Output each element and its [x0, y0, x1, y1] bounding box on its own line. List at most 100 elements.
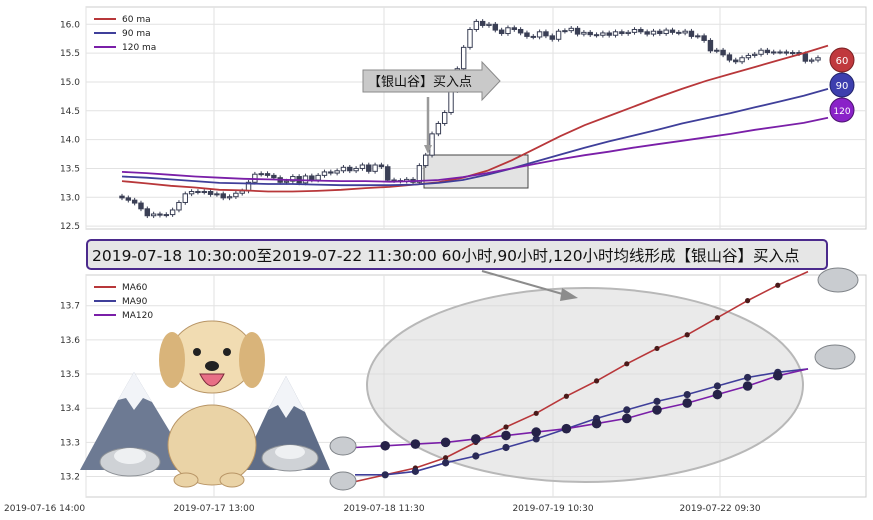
candle	[378, 162, 385, 170]
candle-body	[309, 175, 315, 181]
ma120-point	[712, 389, 723, 400]
bottom-y-tick-label: 13.4	[60, 404, 80, 414]
top-y-axis: 12.5 13.0 13.5 14.0 14.5 15.0 15.5 16.0	[60, 20, 80, 232]
ma120-point	[591, 418, 602, 429]
candle-body	[226, 196, 233, 199]
candle	[701, 33, 707, 43]
candle	[536, 29, 543, 40]
candle-body	[467, 28, 473, 48]
candle-body	[574, 27, 581, 35]
mountain-right-snow	[268, 376, 305, 418]
candle-body	[340, 166, 347, 172]
top-y-tick-label: 15.0	[60, 78, 80, 88]
candle	[385, 164, 391, 183]
candle-body	[606, 32, 612, 36]
candle	[505, 25, 511, 36]
candle	[188, 189, 195, 197]
candle	[233, 190, 239, 200]
top-y-tick-label: 16.0	[60, 20, 80, 30]
ma60-point	[654, 345, 660, 352]
candle	[435, 121, 442, 137]
candle	[163, 212, 170, 218]
bottom-ma-lines	[354, 270, 809, 483]
candle	[328, 169, 334, 176]
candle	[549, 33, 555, 42]
ma90-line	[355, 368, 809, 476]
candle-body	[657, 30, 663, 35]
ma90-point	[713, 382, 722, 390]
top-y-tick-label: 14.5	[60, 107, 80, 117]
ma90-point	[653, 397, 661, 405]
candle	[695, 33, 701, 39]
badge-90-label: 90	[836, 81, 849, 92]
candle-body	[562, 30, 568, 33]
candle-body	[536, 31, 543, 38]
candle-body	[543, 31, 549, 37]
top-y-tick-label: 12.5	[60, 222, 80, 232]
candle	[688, 28, 695, 39]
bottom-y-tick-label: 13.6	[60, 336, 80, 346]
legend-label-60: 60 ma	[122, 15, 151, 25]
ma120-line	[121, 116, 829, 183]
ma120-point	[561, 423, 572, 434]
candle-body	[473, 20, 480, 30]
badge-60-label: 60	[836, 56, 849, 67]
ingot-end-top	[817, 267, 859, 293]
candle-body	[492, 23, 499, 31]
candle-body	[631, 28, 638, 33]
candle-body	[441, 112, 448, 124]
decoration-illustration	[80, 267, 859, 491]
top-y-tick-label: 15.5	[60, 49, 80, 59]
candle-body	[524, 32, 530, 37]
top-plot-area	[85, 6, 867, 230]
candle-body	[581, 31, 587, 35]
candle	[770, 49, 777, 55]
ma120-point	[501, 430, 511, 441]
mountain-right	[240, 376, 330, 470]
ma60-point	[745, 298, 751, 304]
ma90-point	[623, 406, 631, 414]
candle	[441, 110, 448, 126]
dog-ear-right	[239, 332, 265, 388]
x-tick-label: 2019-07-16 14:00	[4, 504, 85, 514]
legend-label-ma120: MA120	[122, 311, 153, 321]
candle-body	[505, 27, 511, 35]
signal-banner: 2019-07-18 10:30:00至2019-07-22 11:30:00 …	[86, 239, 828, 270]
candle-body	[347, 166, 353, 172]
candle-body	[600, 32, 606, 36]
candle	[568, 26, 574, 33]
candle-body	[328, 171, 334, 174]
candle	[473, 19, 480, 32]
candle	[264, 171, 271, 178]
candle	[758, 47, 764, 57]
top-legend: 60 ma 90 ma 120 ma	[94, 15, 156, 53]
candle-body	[783, 51, 790, 54]
candle	[789, 50, 796, 56]
candle	[644, 29, 650, 37]
bottom-y-tick-label: 13.3	[60, 438, 80, 448]
candle	[334, 168, 340, 176]
candle	[125, 195, 132, 203]
badge-90	[829, 72, 855, 98]
candle-body	[530, 35, 536, 38]
candle	[207, 189, 214, 197]
candle-body	[290, 176, 296, 182]
dog-eye-left	[193, 348, 201, 356]
candle-body	[460, 46, 467, 70]
x-tick-label: 2019-07-19 10:30	[512, 504, 593, 514]
candle	[638, 27, 644, 35]
candle-body	[233, 192, 239, 198]
ma90-point	[502, 443, 510, 452]
candle	[321, 169, 328, 178]
candle-body	[359, 164, 366, 169]
candle	[720, 47, 726, 58]
candle	[650, 28, 657, 37]
candle-body	[163, 214, 170, 217]
candle-body	[385, 166, 391, 181]
candle-body	[422, 154, 429, 167]
ma120-line	[354, 368, 809, 449]
candle-body	[138, 202, 144, 210]
candle-body	[638, 28, 644, 33]
candle-body	[201, 191, 207, 194]
candle-body	[777, 51, 783, 54]
